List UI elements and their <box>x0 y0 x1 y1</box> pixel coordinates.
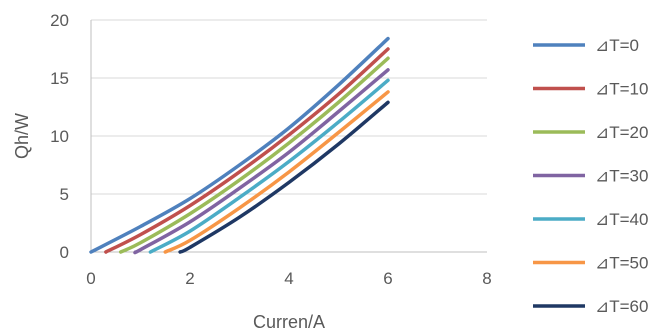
x-axis-title: Curren/A <box>253 312 325 332</box>
legend-label: ⊿T=0 <box>595 36 639 55</box>
x-tick-label: 6 <box>383 269 392 288</box>
series-line-dt-30 <box>133 68 390 255</box>
x-tick-label: 4 <box>284 269 293 288</box>
legend-label: ⊿T=40 <box>595 210 648 229</box>
y-tick-label: 10 <box>50 127 69 146</box>
legend-label: ⊿T=10 <box>595 80 648 99</box>
legend-label: ⊿T=30 <box>595 167 648 186</box>
x-tick-label: 8 <box>482 269 491 288</box>
y-tick-label: 20 <box>50 11 69 30</box>
series-line-dt-20 <box>118 56 390 254</box>
axes <box>90 20 487 253</box>
legend: ⊿T=0 ⊿T=10 ⊿T=20 ⊿T=30 ⊿T=40 ⊿T=50 ⊿T=60 <box>533 36 648 316</box>
series-lines <box>89 36 390 255</box>
series-line-dt-60 <box>178 100 390 254</box>
series-line-dt-40 <box>148 78 390 254</box>
legend-label: ⊿T=20 <box>595 123 648 142</box>
y-tick-label: 5 <box>60 185 69 204</box>
x-tick-label: 2 <box>185 269 194 288</box>
legend-label: ⊿T=50 <box>595 254 648 273</box>
x-tick-label: 0 <box>86 269 95 288</box>
series-line-dt-10 <box>104 47 390 254</box>
legend-label: ⊿T=60 <box>595 297 648 316</box>
y-tick-label: 15 <box>50 69 69 88</box>
gridlines <box>91 19 487 195</box>
series-line-dt-0 <box>89 36 390 254</box>
y-tick-label: 0 <box>60 243 69 262</box>
tick-labels: 0 5 10 15 20 0 2 4 6 8 <box>50 11 492 288</box>
series-line-dt-50 <box>163 90 390 254</box>
y-axis-title: Qh/W <box>12 113 32 159</box>
